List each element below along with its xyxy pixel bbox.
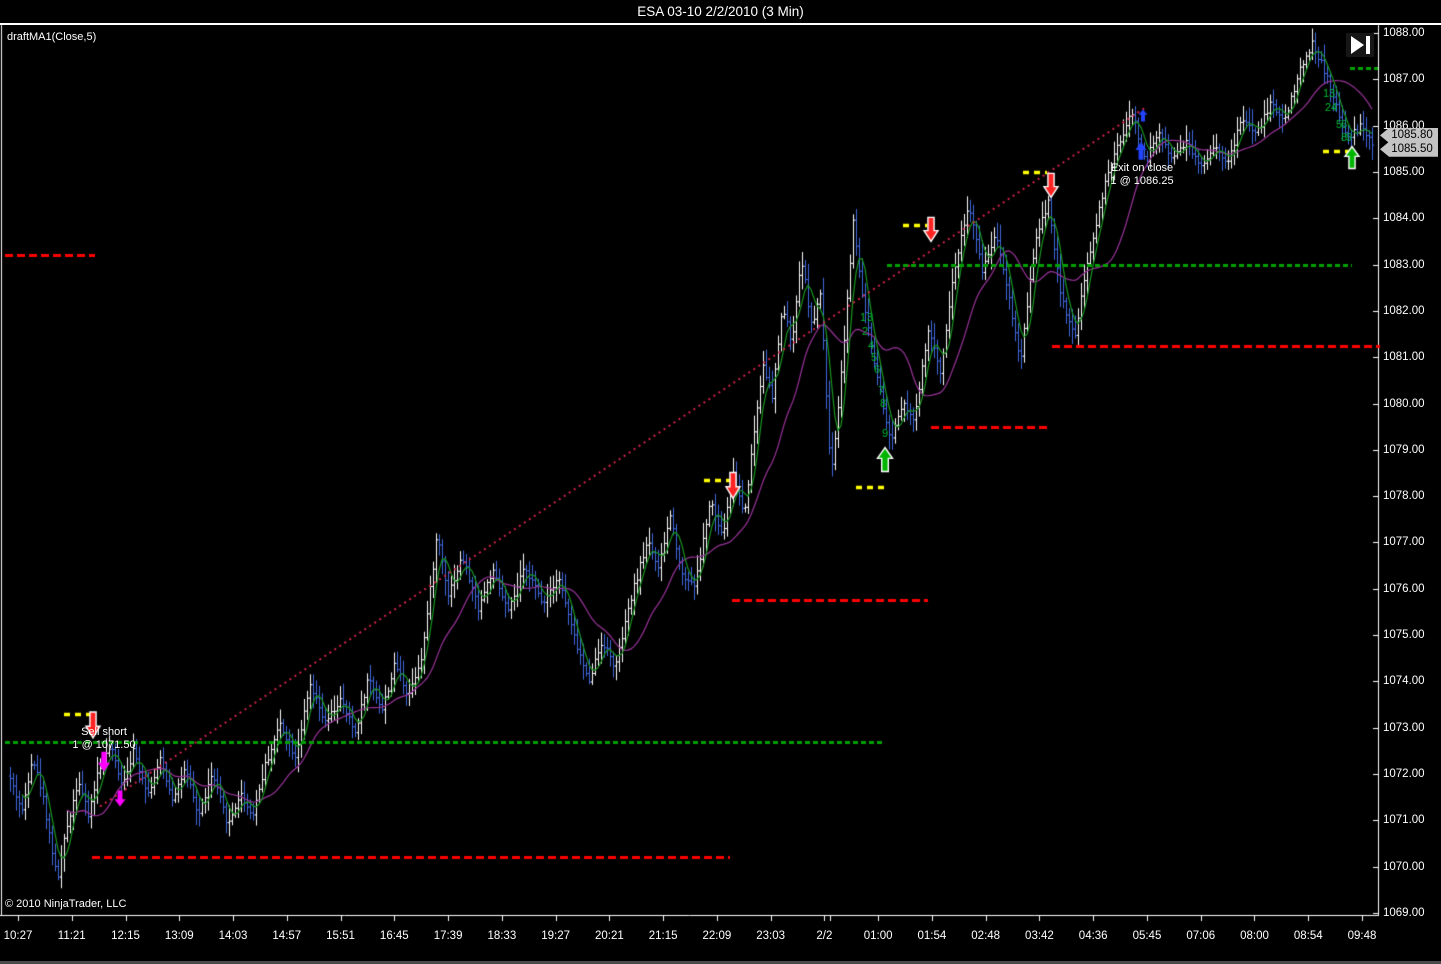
y-axis-label: 1075.00 <box>1383 629 1425 642</box>
y-axis-label: 1070.00 <box>1383 860 1425 873</box>
x-axis-label: 21:15 <box>648 930 678 942</box>
chart-title: ESA 03-10 2/2/2010 (3 Min) <box>637 4 804 19</box>
y-axis-label: 1071.00 <box>1383 814 1425 827</box>
title-bar: ESA 03-10 2/2/2010 (3 Min) <box>0 0 1441 25</box>
y-axis-label: 1081.00 <box>1383 351 1425 364</box>
y-axis-label: 1082.00 <box>1383 304 1425 317</box>
x-axis-label: 14:57 <box>272 930 302 942</box>
x-axis-label: 11:21 <box>57 930 86 942</box>
y-axis-label: 1078.00 <box>1383 490 1425 503</box>
x-axis-label: 2/2 <box>816 930 833 942</box>
y-axis-label: 1087.00 <box>1383 73 1425 86</box>
x-axis-label: 02:48 <box>971 930 1001 942</box>
x-axis-label: 18:33 <box>487 930 517 942</box>
end-bar-icon <box>1365 36 1370 54</box>
exit-line1: Exit on close <box>1110 162 1174 174</box>
x-axis-label: 01:54 <box>917 930 947 942</box>
x-axis-label: 16:45 <box>379 930 409 942</box>
y-axis-label: 1077.00 <box>1383 536 1425 549</box>
x-axis-label: 03:42 <box>1025 930 1054 942</box>
x-axis-label: 14:03 <box>218 930 248 942</box>
last-price-tag: 1085.80 <box>1380 127 1438 143</box>
x-axis-label: 17:39 <box>433 930 463 942</box>
y-axis-label: 1074.00 <box>1383 675 1425 688</box>
x-axis-label: 13:09 <box>164 930 194 942</box>
x-axis-label: 08:00 <box>1240 930 1269 942</box>
go-to-end-button[interactable] <box>1346 33 1374 57</box>
x-axis-label: 07:06 <box>1186 930 1216 942</box>
x-axis-label: 05:45 <box>1132 930 1162 942</box>
y-axis-label: 1080.00 <box>1383 397 1425 410</box>
x-axis-label: 23:03 <box>756 930 786 942</box>
bottom-edge <box>0 961 1441 964</box>
exit-line2: 1 @ 1086.25 <box>1110 175 1174 187</box>
x-axis-label: 20:21 <box>594 930 624 942</box>
exit-on-close-annotation: Exit on close 1 @ 1086.25 <box>1072 162 1212 188</box>
x-axis-label: 22:09 <box>702 930 732 942</box>
y-axis-label: 1079.00 <box>1383 443 1425 456</box>
y-axis-label: 1073.00 <box>1383 721 1425 734</box>
x-axis-label: 04:36 <box>1078 930 1108 942</box>
play-icon <box>1350 36 1364 54</box>
y-axis-label: 1083.00 <box>1383 258 1425 271</box>
sell-short-line2: 1 @ 1071.50 <box>72 739 136 751</box>
indicator-label: draftMA1(Close,5) <box>7 31 97 43</box>
x-axis-label: 10:27 <box>3 930 33 942</box>
indicator-price-tag: 1085.50 <box>1380 141 1438 157</box>
x-axis-label: 12:15 <box>111 930 140 942</box>
x-axis-label: 15:51 <box>326 930 355 942</box>
x-axis-label: 01:00 <box>863 930 893 942</box>
y-axis-label: 1088.00 <box>1383 27 1425 39</box>
x-axis-label: 19:27 <box>541 930 570 942</box>
y-axis-label: 1072.00 <box>1383 768 1425 781</box>
y-axis-label: 1069.00 <box>1383 907 1425 919</box>
x-axis-label: 09:48 <box>1347 930 1377 942</box>
sell-short-line1: Sell short <box>81 726 127 738</box>
y-axis-label: 1084.00 <box>1383 212 1425 225</box>
y-axis-label: 1085.00 <box>1383 165 1425 178</box>
y-axis-label: 1076.00 <box>1383 582 1425 595</box>
sell-short-annotation: Sell short 1 @ 1071.50 <box>34 726 174 752</box>
x-axis-label: 08:54 <box>1293 930 1323 942</box>
copyright-label: © 2010 NinjaTrader, LLC <box>5 898 127 910</box>
